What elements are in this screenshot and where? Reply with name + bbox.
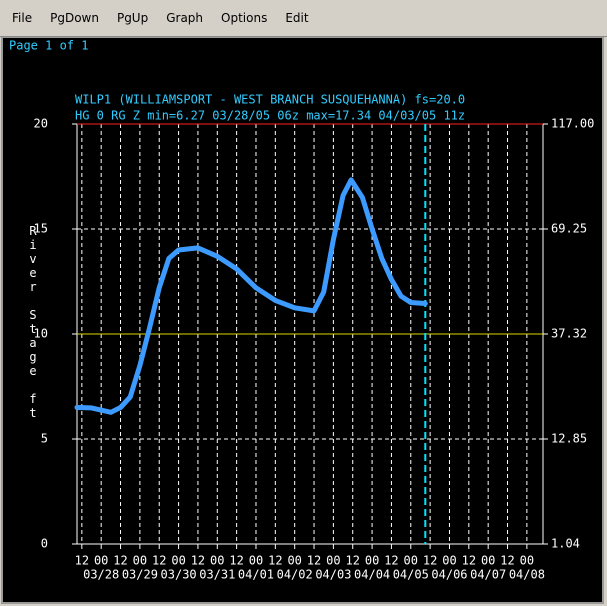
x-tick-label: 00 — [404, 554, 418, 568]
y2-tick-label: 12.85 — [551, 432, 587, 446]
x-tick-label: 12 — [113, 554, 127, 568]
x-tick-label: 12 — [75, 554, 89, 568]
y2-tick-label: 37.32 — [551, 327, 587, 341]
x-tick-label: 00 — [442, 554, 456, 568]
y-tick-label: 10 — [34, 327, 48, 341]
x-date-label: 04/03 — [315, 568, 351, 582]
y-axis-label: River Stage ft — [26, 224, 40, 420]
x-tick-label: 12 — [152, 554, 166, 568]
x-date-label: 03/30 — [161, 568, 197, 582]
x-date-label: 03/29 — [122, 568, 158, 582]
x-tick-label: 12 — [268, 554, 282, 568]
x-tick-label: 00 — [249, 554, 263, 568]
page-label: Page 1 of 1 — [9, 39, 88, 53]
x-tick-label: 12 — [423, 554, 437, 568]
menu-bar: File PgDown PgUp Graph Options Edit — [0, 0, 607, 37]
x-tick-label: 12 — [462, 554, 476, 568]
x-date-label: 04/04 — [354, 568, 390, 582]
chart-subtitle: HG 0 RG Z min=6.27 03/28/05 06z max=17.3… — [75, 109, 465, 123]
x-date-label: 04/06 — [431, 568, 467, 582]
chart-title: WILP1 (WILLIAMSPORT - WEST BRANCH SUSQUE… — [75, 93, 465, 107]
x-tick-label: 12 — [229, 554, 243, 568]
x-tick-label: 12 — [191, 554, 205, 568]
plot-window — [1, 37, 604, 604]
x-tick-label: 00 — [94, 554, 108, 568]
y-tick-label: 5 — [41, 432, 48, 446]
x-date-label: 04/01 — [238, 568, 274, 582]
chart: Page 1 of 1 WILP1 (WILLIAMSPORT - WEST B… — [1, 37, 604, 604]
y2-tick-label: 1.04 — [551, 537, 580, 551]
x-tick-label: 12 — [500, 554, 514, 568]
menu-item[interactable]: Graph — [166, 11, 204, 25]
x-date-label: 04/08 — [509, 568, 545, 582]
menu-item[interactable]: Edit — [285, 11, 309, 25]
y2-tick-label: 69.25 — [551, 222, 587, 236]
data-line — [74, 177, 428, 415]
x-tick-label: 00 — [481, 554, 495, 568]
x-tick-label: 12 — [346, 554, 360, 568]
x-date-label: 03/28 — [83, 568, 119, 582]
y-tick-label: 15 — [34, 222, 48, 236]
menu-item[interactable]: PgDown — [50, 11, 99, 25]
x-date-label: 04/05 — [393, 568, 429, 582]
x-tick-label: 00 — [210, 554, 224, 568]
x-tick-label: 00 — [171, 554, 185, 568]
x-tick-label: 00 — [326, 554, 340, 568]
menu-item[interactable]: File — [12, 11, 33, 25]
x-date-label: 03/31 — [199, 568, 235, 582]
x-tick-label: 12 — [307, 554, 321, 568]
x-tick-label: 00 — [520, 554, 534, 568]
menu-item[interactable]: Options — [221, 11, 268, 25]
y2-tick-label: 117.00 — [551, 117, 594, 131]
x-date-label: 04/02 — [277, 568, 313, 582]
x-tick-label: 00 — [133, 554, 147, 568]
menu-item[interactable]: PgUp — [116, 11, 149, 25]
y-tick-label: 20 — [34, 117, 48, 131]
x-date-label: 04/07 — [470, 568, 506, 582]
x-tick-label: 00 — [365, 554, 379, 568]
x-tick-label: 00 — [287, 554, 301, 568]
y-tick-label: 0 — [41, 537, 48, 551]
x-tick-label: 12 — [384, 554, 398, 568]
